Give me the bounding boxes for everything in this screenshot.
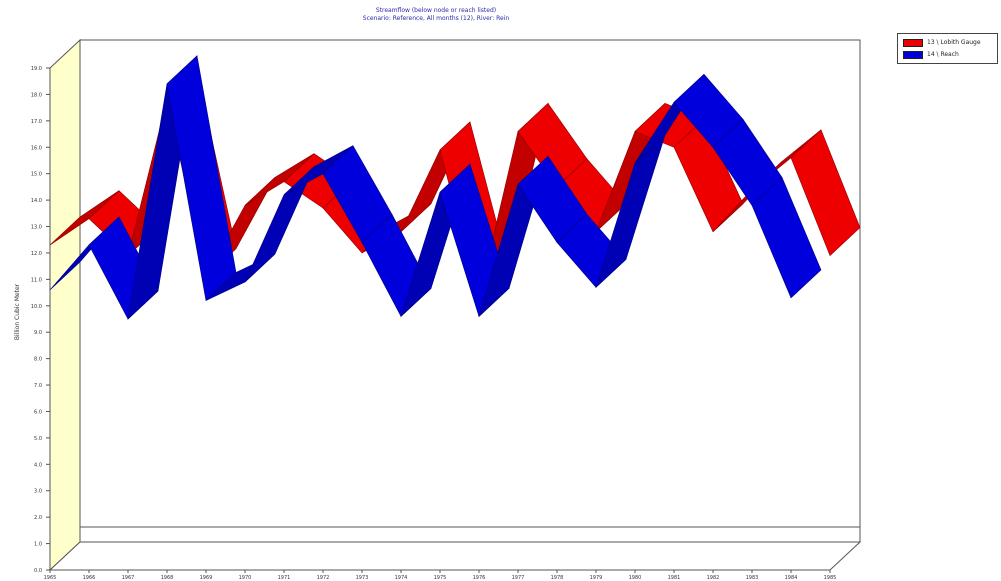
legend-item-series-2: 14 \ Reach xyxy=(903,49,959,60)
x-tick-label: 1980 xyxy=(629,575,642,581)
series-layer xyxy=(49,55,861,320)
y-tick-label: 10.0 xyxy=(31,304,42,310)
y-tick-label: 12.0 xyxy=(31,251,42,257)
x-tick-label: 1984 xyxy=(785,575,798,581)
y-tick-label: 7.0 xyxy=(34,383,42,389)
y-tick-label: 8.0 xyxy=(34,357,42,363)
series-2-segment xyxy=(751,176,822,299)
x-tick-label: 1977 xyxy=(512,575,525,581)
y-tick-label: 14.0 xyxy=(31,198,42,204)
x-tick-label: 1981 xyxy=(668,575,681,581)
x-tick-label: 1978 xyxy=(551,575,564,581)
x-tick-label: 1965 xyxy=(44,575,57,581)
x-tick-label: 1979 xyxy=(590,575,603,581)
y-tick-label: 0.0 xyxy=(34,568,42,574)
x-tick-label: 1969 xyxy=(200,575,213,581)
x-tick-label: 1966 xyxy=(83,575,96,581)
legend-label-series-2: 14 \ Reach xyxy=(927,51,959,58)
y-axis-ticks: 0.0 1.0 2.0 3.0 4.0 5.0 6.0 7.0 8.0 9.0 10.0 11.0 12… xyxy=(31,66,50,574)
chart-subtitle: Scenario: Reference, All months (12), Ri… xyxy=(363,15,510,22)
y-tick-label: 2.0 xyxy=(34,515,42,521)
x-tick-label: 1973 xyxy=(356,575,369,581)
y-tick-label: 4.0 xyxy=(34,462,42,468)
floor xyxy=(48,541,862,571)
y-tick-label: 13.0 xyxy=(31,225,42,231)
x-tick-label: 1985 xyxy=(824,575,837,581)
x-tick-label: 1970 xyxy=(239,575,252,581)
legend-item-series-1: 13 \ Lobith Gauge xyxy=(903,37,981,48)
y-tick-label: 6.0 xyxy=(34,409,42,415)
x-tick-label: 1975 xyxy=(434,575,447,581)
y-tick-label: 9.0 xyxy=(34,330,42,336)
x-tick-label: 1974 xyxy=(395,575,408,581)
series-1-segment xyxy=(790,129,861,257)
y-tick-label: 5.0 xyxy=(34,436,42,442)
x-axis-ticks: 1965 1966 1967 1968 1969 1970 1971 1972 1973 1974… xyxy=(44,570,837,581)
x-tick-label: 1982 xyxy=(707,575,720,581)
x-tick-label: 1971 xyxy=(278,575,291,581)
x-tick-label: 1972 xyxy=(317,575,330,581)
legend-swatch-series-2 xyxy=(903,50,923,59)
legend-label-series-1: 13 \ Lobith Gauge xyxy=(927,39,981,46)
legend-swatch-series-1 xyxy=(903,38,923,47)
y-tick-label: 18.0 xyxy=(31,92,42,98)
chart-title: Streamflow (below node or reach listed) xyxy=(376,7,496,14)
x-tick-label: 1983 xyxy=(746,575,759,581)
y-axis-label: Billion Cubic Meter xyxy=(14,283,21,340)
y-tick-label: 19.0 xyxy=(31,66,42,72)
series-2-ribbon xyxy=(49,55,822,320)
y-tick-label: 3.0 xyxy=(34,489,42,495)
left-wall xyxy=(49,38,81,572)
x-tick-label: 1976 xyxy=(473,575,486,581)
legend: 13 \ Lobith Gauge 14 \ Reach xyxy=(897,33,998,64)
x-tick-label: 1968 xyxy=(161,575,174,581)
y-tick-label: 15.0 xyxy=(31,172,42,178)
y-tick-label: 1.0 xyxy=(34,542,42,548)
y-tick-label: 11.0 xyxy=(31,277,42,283)
y-tick-label: 16.0 xyxy=(31,145,42,151)
y-tick-label: 17.0 xyxy=(31,119,42,125)
x-tick-label: 1967 xyxy=(122,575,135,581)
